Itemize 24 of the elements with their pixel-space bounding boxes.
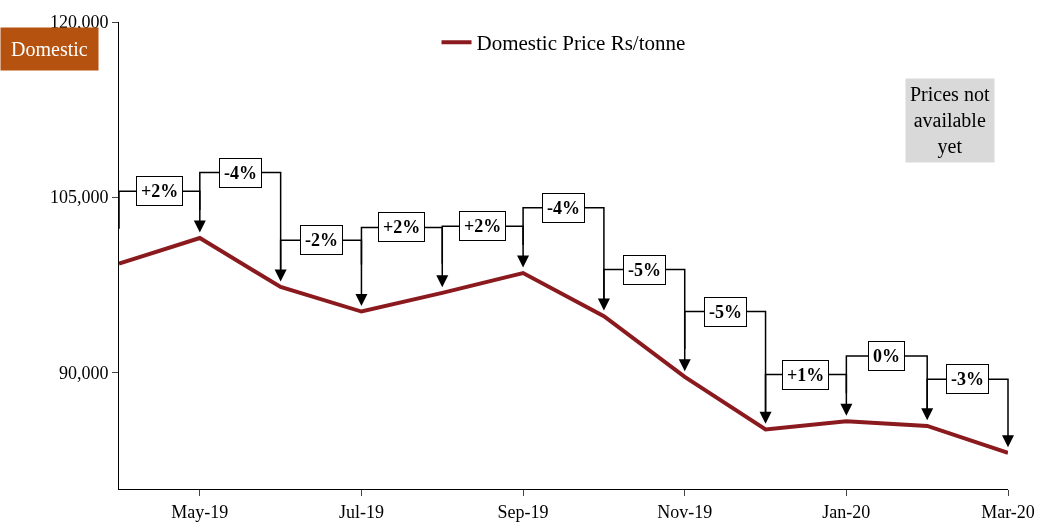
y-tick-label: 90,000 <box>58 362 109 383</box>
x-tick-label: Nov-19 <box>657 501 713 522</box>
legend-label: Domestic Price Rs/tonne <box>476 31 686 56</box>
x-tick-label: Jul-19 <box>338 501 384 522</box>
annotation: +2% <box>464 216 502 236</box>
annotation: -4% <box>224 163 257 183</box>
annotation: +1% <box>787 365 825 385</box>
text: Domestic <box>11 38 88 60</box>
annotation: -5% <box>628 260 661 280</box>
x-tick-label: May-19 <box>171 501 229 522</box>
annotation: -4% <box>547 198 580 218</box>
annotation: -5% <box>709 302 742 322</box>
x-tick-label: Sep-19 <box>497 501 549 522</box>
x-tick-label: Mar-20 <box>981 501 1035 522</box>
y-tick-label: 120,000 <box>49 12 109 33</box>
annotation: +2% <box>383 217 421 237</box>
y-tick-label: 105,000 <box>49 187 109 208</box>
annotation: -3% <box>951 369 984 389</box>
annotation: 0% <box>873 346 900 366</box>
x-tick-label: Jan-20 <box>822 501 871 522</box>
annotation: -2% <box>305 230 338 250</box>
annotation: Prices not available yet <box>910 83 990 158</box>
line-series <box>119 235 1008 455</box>
annotation: +2% <box>141 181 179 201</box>
